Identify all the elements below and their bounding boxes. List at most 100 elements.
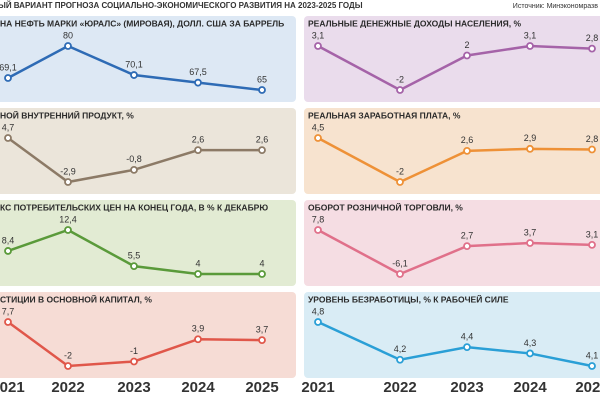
panel-title: НОЙ ВНУТРЕННИЙ ПРОДУКТ, % [0, 109, 134, 120]
value-label: 3,7 [256, 325, 269, 335]
data-point [258, 86, 266, 94]
panel-background [304, 200, 600, 286]
value-label: 67,5 [189, 67, 207, 77]
value-label: 2 [464, 40, 469, 50]
value-label: 4 [259, 258, 264, 268]
x-tick-label: 2023 [450, 379, 483, 396]
panel-title: РЕАЛЬНАЯ ЗАРАБОТНАЯ ПЛАТА, % [308, 110, 461, 120]
data-point [194, 270, 202, 278]
panel-title: НА НЕФТЬ МАРКИ «ЮРАЛС» (МИРОВАЯ), ДОЛЛ. … [0, 18, 284, 28]
data-point [64, 362, 72, 370]
value-label: 4,2 [394, 344, 407, 354]
panel-background [0, 108, 296, 194]
data-point [526, 42, 534, 50]
x-tick-label: 2022 [51, 379, 84, 396]
value-label: 4,3 [524, 338, 537, 348]
value-label: 7,7 [2, 306, 15, 316]
data-point [526, 239, 534, 247]
x-tick-label: 2024 [181, 379, 215, 396]
value-label: 3,9 [192, 324, 205, 334]
value-label: -2 [396, 166, 404, 176]
panel-background [0, 200, 296, 286]
data-point [314, 42, 322, 50]
data-point [396, 178, 404, 186]
header: ЫЙ ВАРИАНТ ПРОГНОЗА СОЦИАЛЬНО-ЭКОНОМИЧЕС… [0, 1, 363, 10]
data-point [194, 146, 202, 155]
data-point [526, 349, 534, 358]
value-label: 2,7 [461, 231, 474, 241]
panel-title: КС ПОТРЕБИТЕЛЬСКИХ ЦЕН НА КОНЕЦ ГОДА, В … [0, 202, 268, 212]
value-label: 3,1 [524, 30, 537, 40]
panel-title: СТИЦИИ В ОСНОВНОЙ КАПИТАЛ, % [0, 293, 152, 304]
data-point [130, 165, 138, 174]
data-point [4, 134, 12, 142]
value-label: 4,1 [586, 350, 599, 360]
value-label: 4,8 [312, 306, 325, 316]
value-label: 4,5 [312, 122, 325, 132]
panel-title: ОБОРОТ РОЗНИЧНОЙ ТОРГОВЛИ, % [308, 201, 463, 212]
data-point [463, 146, 471, 155]
value-label: 65 [257, 74, 267, 84]
data-point [314, 226, 322, 234]
value-label: 8,4 [2, 235, 15, 245]
data-point [4, 74, 12, 82]
data-point [64, 226, 72, 234]
data-point [64, 42, 72, 50]
x-tick-label: 2023 [117, 379, 150, 396]
x-tick-label: 2025 [245, 379, 278, 396]
value-label: 80 [63, 30, 73, 40]
value-label: 4,4 [461, 332, 474, 342]
data-point [130, 357, 138, 366]
value-label: -6,1 [392, 258, 408, 268]
data-point [463, 343, 471, 352]
panel-background [304, 16, 600, 102]
value-label: 3,1 [586, 229, 599, 239]
value-label: 5,5 [128, 251, 141, 261]
data-point [194, 335, 202, 344]
x-tick-label: 2021 [0, 379, 25, 396]
x-tick-label: 2024 [513, 379, 547, 396]
value-label: 3,1 [312, 30, 325, 40]
data-point [526, 144, 534, 153]
data-point [4, 247, 12, 255]
x-tick-label: 2021 [301, 379, 334, 396]
value-label: -1 [130, 346, 138, 356]
x-tick-label: 2025 [575, 379, 600, 396]
value-label: -2 [396, 74, 404, 84]
data-point [588, 240, 596, 249]
data-point [588, 44, 596, 53]
data-point [463, 51, 471, 60]
data-point [130, 71, 138, 79]
value-label: 3,7 [524, 227, 537, 237]
data-point [396, 355, 404, 364]
value-label: 4 [195, 258, 200, 268]
value-label: 7,8 [312, 214, 325, 224]
value-label: 2,6 [461, 135, 474, 145]
value-label: 2,6 [256, 135, 269, 145]
data-point [258, 336, 266, 345]
data-point [64, 178, 72, 186]
data-point [588, 145, 596, 154]
value-label: 2,8 [586, 134, 599, 144]
data-point [463, 242, 471, 251]
value-label: 2,6 [192, 135, 205, 145]
data-point [4, 318, 12, 326]
x-tick-label: 2022 [383, 379, 416, 396]
value-label: 2,9 [524, 133, 537, 143]
value-label: 70,1 [125, 59, 143, 69]
value-label: 12,4 [59, 214, 77, 224]
panel-title: РЕАЛЬНЫЕ ДЕНЕЖНЫЕ ДОХОДЫ НАСЕЛЕНИЯ, % [308, 18, 521, 28]
panel-background [0, 16, 296, 102]
data-point [396, 86, 404, 94]
data-point [396, 270, 404, 278]
panel-background [304, 292, 600, 378]
value-label: -2 [64, 350, 72, 360]
value-label: 69,1 [0, 62, 17, 72]
source: Источник: Минэкономразв [513, 3, 598, 10]
value-label: 4,7 [2, 122, 15, 132]
value-label: -2,9 [60, 166, 76, 176]
panel-title: УРОВЕНЬ БЕЗРАБОТИЦЫ, % К РАБОЧЕЙ СИЛЕ [308, 293, 509, 304]
panel-background [0, 292, 296, 378]
